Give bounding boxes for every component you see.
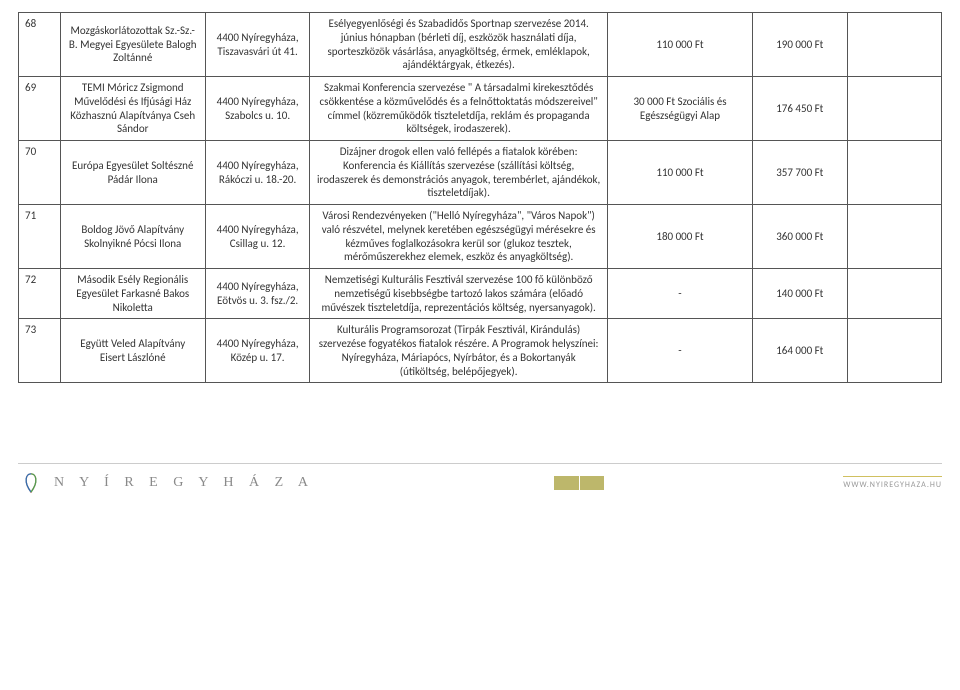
cell-amt2: 176 450 Ft <box>753 77 847 141</box>
cell-addr: 4400 Nyíregyháza, Eötvös u. 3. fsz./2. <box>205 269 310 319</box>
cell-amt2: 190 000 Ft <box>753 13 847 77</box>
table-row: 72Második Esély Regionális Egyesület Far… <box>19 269 942 319</box>
table-row: 70Európa Egyesület Soltészné Pádár Ilona… <box>19 141 942 205</box>
cell-amt2: 140 000 Ft <box>753 269 847 319</box>
footer-left: N Y Í R E G Y H Á Z A <box>18 470 314 496</box>
cell-desc: Dizájner drogok ellen való fellépés a fi… <box>310 141 608 205</box>
cell-num: 73 <box>19 319 61 383</box>
city-logo-icon <box>18 470 44 496</box>
cell-amt2: 357 700 Ft <box>753 141 847 205</box>
cell-desc: Esélyegyenlőségi és Szabadidős Sportnap … <box>310 13 608 77</box>
cell-addr: 4400 Nyíregyháza, Tiszavasvári út 41. <box>205 13 310 77</box>
cell-org: Mozgáskorlátozottak Sz.-Sz.-B. Megyei Eg… <box>60 13 205 77</box>
page-footer: N Y Í R E G Y H Á Z A WWW.NYIREGYHAZA.HU <box>18 463 942 496</box>
cell-amt3 <box>847 269 942 319</box>
data-table: 68Mozgáskorlátozottak Sz.-Sz.-B. Megyei … <box>18 12 942 383</box>
cell-amt3 <box>847 141 942 205</box>
table-row: 68Mozgáskorlátozottak Sz.-Sz.-B. Megyei … <box>19 13 942 77</box>
cell-amt3 <box>847 205 942 269</box>
cell-amt3 <box>847 13 942 77</box>
cell-addr: 4400 Nyíregyháza, Rákóczi u. 18.-20. <box>205 141 310 205</box>
cell-amt2: 360 000 Ft <box>753 205 847 269</box>
cell-org: Második Esély Regionális Egyesület Farka… <box>60 269 205 319</box>
cell-org: Boldog Jövő Alapítvány Skolnyikné Pócsi … <box>60 205 205 269</box>
cell-amt1: - <box>607 319 752 383</box>
cell-amt1: 30 000 Ft Szociális és Egészségügyi Alap <box>607 77 752 141</box>
cell-amt1: 180 000 Ft <box>607 205 752 269</box>
cell-org: TEMI Móricz Zsigmond Művelődési és Ifjús… <box>60 77 205 141</box>
cell-num: 70 <box>19 141 61 205</box>
cell-amt1: - <box>607 269 752 319</box>
cell-addr: 4400 Nyíregyháza, Közép u. 17. <box>205 319 310 383</box>
cell-addr: 4400 Nyíregyháza, Csillag u. 12. <box>205 205 310 269</box>
page-indicator-icon <box>554 476 604 490</box>
cell-addr: 4400 Nyíregyháza, Szabolcs u. 10. <box>205 77 310 141</box>
cell-desc: Kulturális Programsorozat (Tirpák Feszti… <box>310 319 608 383</box>
table-row: 73Együtt Veled Alapítvány Eisert Lászlón… <box>19 319 942 383</box>
cell-amt3 <box>847 319 942 383</box>
cell-amt2: 164 000 Ft <box>753 319 847 383</box>
brand-text: N Y Í R E G Y H Á Z A <box>54 475 314 491</box>
cell-num: 72 <box>19 269 61 319</box>
cell-amt1: 110 000 Ft <box>607 141 752 205</box>
cell-org: Európa Egyesület Soltészné Pádár Ilona <box>60 141 205 205</box>
cell-num: 68 <box>19 13 61 77</box>
table-row: 71Boldog Jövő Alapítvány Skolnyikné Pócs… <box>19 205 942 269</box>
cell-desc: Városi Rendezvényeken ("Helló Nyíregyház… <box>310 205 608 269</box>
cell-num: 69 <box>19 77 61 141</box>
footer-url: WWW.NYIREGYHAZA.HU <box>843 476 942 490</box>
cell-amt1: 110 000 Ft <box>607 13 752 77</box>
footer-center <box>314 476 843 490</box>
cell-desc: Szakmai Konferencia szervezése " A társa… <box>310 77 608 141</box>
table-row: 69TEMI Móricz Zsigmond Művelődési és Ifj… <box>19 77 942 141</box>
cell-num: 71 <box>19 205 61 269</box>
cell-desc: Nemzetiségi Kulturális Fesztivál szervez… <box>310 269 608 319</box>
cell-amt3 <box>847 77 942 141</box>
cell-org: Együtt Veled Alapítvány Eisert Lászlóné <box>60 319 205 383</box>
